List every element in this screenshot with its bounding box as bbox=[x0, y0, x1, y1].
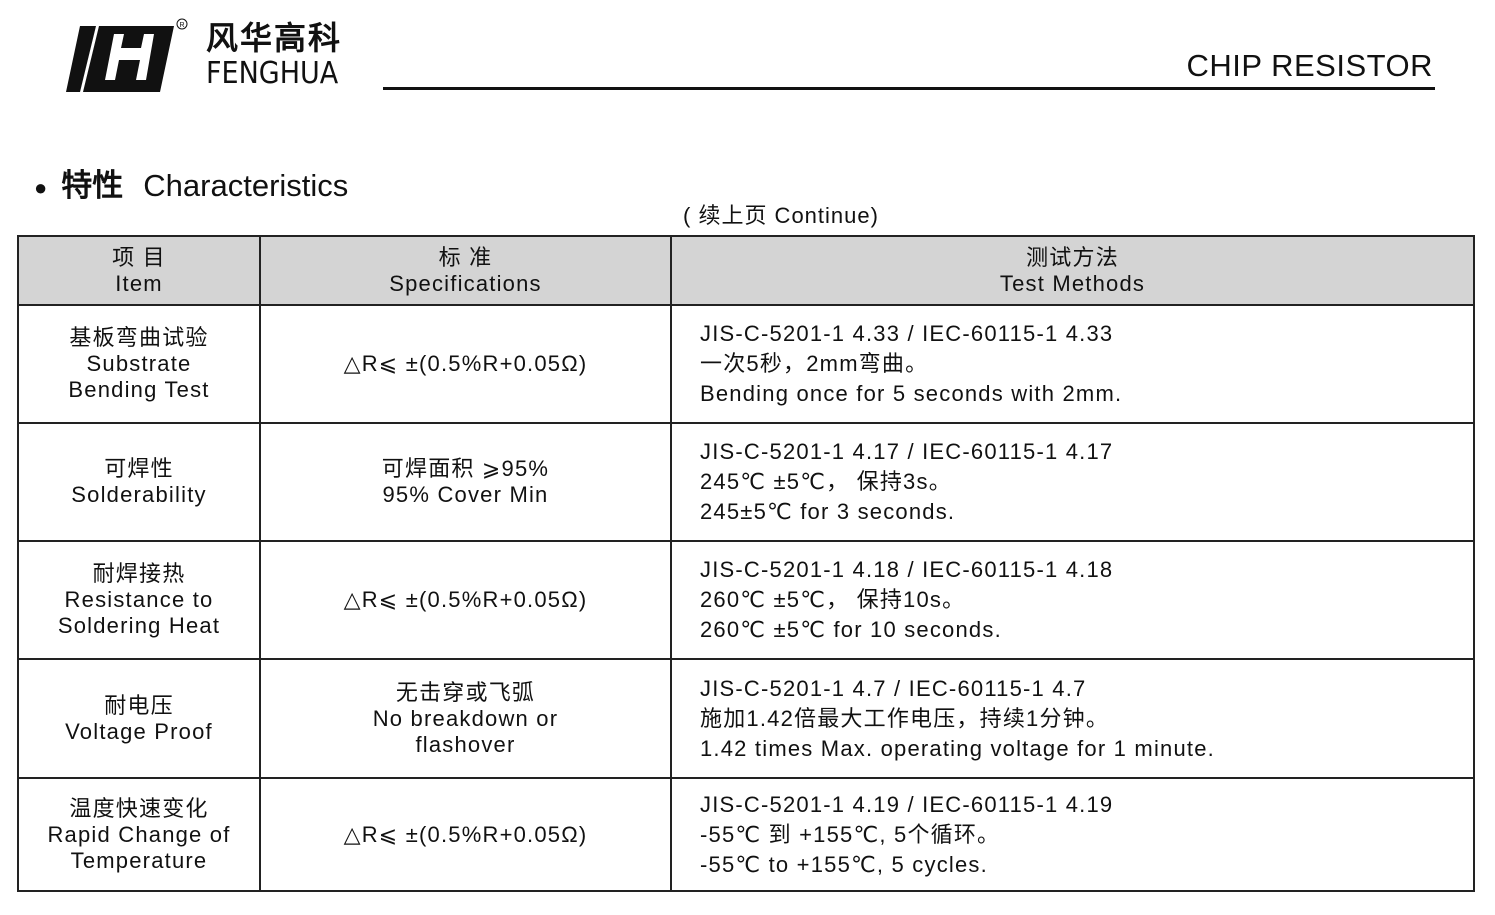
spec-cell: △R⩽ ±(0.5%R+0.05Ω) bbox=[259, 304, 672, 424]
continued-note: ( 续上页 Continue) bbox=[683, 203, 879, 228]
cell-line: JIS-C-5201-1 4.7 / IEC-60115-1 4.7 bbox=[700, 675, 1087, 701]
header-item: 项 目 Item bbox=[17, 235, 261, 306]
cell-line: 245℃ ±5℃， 保持3s。 bbox=[700, 469, 952, 494]
method-cell: JIS-C-5201-1 4.18 / IEC-60115-1 4.18 260℃… bbox=[670, 540, 1475, 660]
spec-cell: 可焊面积 ⩾95% 95% Cover Min bbox=[259, 422, 672, 542]
cell-line: Bending Test bbox=[68, 377, 210, 402]
spec-cell: △R⩽ ±(0.5%R+0.05Ω) bbox=[259, 777, 672, 892]
cell-line: Soldering Heat bbox=[57, 613, 221, 638]
cell-line: 1.42 times Max. operating voltage for 1 … bbox=[700, 735, 1215, 761]
cell-line: -55℃ to +155℃, 5 cycles. bbox=[700, 851, 988, 877]
spec-cell: 无击穿或飞弧 No breakdown or flashover bbox=[259, 658, 672, 779]
cell-line: Voltage Proof bbox=[65, 718, 213, 744]
section-title-cn: 特性 bbox=[61, 168, 124, 204]
header-en: Specifications bbox=[389, 270, 542, 296]
cell-line: No breakdown or bbox=[372, 705, 559, 731]
section-title-en: Characteristics bbox=[143, 168, 349, 203]
header-test-methods: 测试方法 Test Methods bbox=[670, 235, 1475, 306]
fenghua-logo: R bbox=[66, 18, 188, 92]
header-en: Item bbox=[115, 270, 163, 296]
cell-line: JIS-C-5201-1 4.18 / IEC-60115-1 4.18 bbox=[700, 557, 1114, 582]
cell-line: Temperature bbox=[70, 847, 208, 873]
cell-line: 温度快速变化 bbox=[69, 795, 209, 821]
header-en: Test Methods bbox=[999, 270, 1146, 296]
bullet-icon: ● bbox=[34, 174, 48, 200]
cell-line: -55℃ 到 +155℃, 5个循环。 bbox=[700, 821, 1001, 847]
method-cell: JIS-C-5201-1 4.19 / IEC-60115-1 4.19 -55℃… bbox=[670, 777, 1475, 892]
method-cell: JIS-C-5201-1 4.17 / IEC-60115-1 4.17 245℃… bbox=[670, 422, 1475, 542]
header-cn: 标 准 bbox=[438, 244, 493, 270]
table-row: 耐焊接热 Resistance to Soldering Heat △R⩽ ±(0.5… bbox=[17, 540, 1475, 660]
brand-name-cn: 风华高科 bbox=[206, 19, 343, 57]
cell-line: flashover bbox=[415, 731, 516, 757]
cell-line: JIS-C-5201-1 4.19 / IEC-60115-1 4.19 bbox=[700, 791, 1114, 817]
cell-line: 260℃ ±5℃ for 10 seconds. bbox=[700, 617, 1002, 642]
cell-line: JIS-C-5201-1 4.33 / IEC-60115-1 4.33 bbox=[700, 321, 1114, 346]
cell-line: 260℃ ±5℃， 保持10s。 bbox=[700, 587, 966, 612]
cell-line: 耐焊接热 bbox=[92, 561, 186, 586]
cell-line: 无击穿或飞弧 bbox=[395, 679, 536, 705]
cell-line: Bending once for 5 seconds with 2mm. bbox=[700, 381, 1123, 406]
svg-text:R: R bbox=[179, 22, 184, 29]
cell-line: 95% Cover Min bbox=[382, 482, 549, 507]
cell-line: 可焊性 bbox=[104, 456, 174, 481]
cell-line: 施加1.42倍最大工作电压，持续1分钟。 bbox=[700, 705, 1110, 731]
document-title: CHIP RESISTOR bbox=[1186, 48, 1433, 83]
item-cell: 耐电压 Voltage Proof bbox=[17, 658, 261, 779]
table-row: 温度快速变化 Rapid Change of Temperature △R⩽ ±(0.… bbox=[17, 777, 1475, 892]
method-cell: JIS-C-5201-1 4.33 / IEC-60115-1 4.33 一次5秒… bbox=[670, 304, 1475, 424]
item-cell: 耐焊接热 Resistance to Soldering Heat bbox=[17, 540, 261, 660]
cell-line: △R⩽ ±(0.5%R+0.05Ω) bbox=[343, 821, 588, 847]
cell-line: 耐电压 bbox=[104, 692, 174, 718]
table-row: 可焊性 Solderability 可焊面积 ⩾95% 95% Cover Min JI… bbox=[17, 422, 1475, 542]
method-cell: JIS-C-5201-1 4.7 / IEC-60115-1 4.7 施加1.42… bbox=[670, 658, 1475, 779]
item-cell: 基板弯曲试验 Substrate Bending Test bbox=[17, 304, 261, 424]
table-row: 耐电压 Voltage Proof 无击穿或飞弧 No breakdown or fla… bbox=[17, 658, 1475, 779]
cell-line: Substrate bbox=[86, 351, 192, 376]
header-cn: 项 目 bbox=[112, 244, 166, 270]
table-row: 基板弯曲试验 Substrate Bending Test △R⩽ ±(0.5%R+0… bbox=[17, 304, 1475, 424]
characteristics-table: 项 目 Item 标 准 Specifications 测试方法 Test Metho… bbox=[17, 235, 1475, 892]
cell-line: Resistance to bbox=[64, 587, 214, 612]
cell-line: Rapid Change of bbox=[47, 821, 231, 847]
section-heading: ● 特性 Characteristics bbox=[34, 168, 348, 206]
cell-line: △R⩽ ±(0.5%R+0.05Ω) bbox=[343, 587, 588, 612]
table-header-row: 项 目 Item 标 准 Specifications 测试方法 Test Metho… bbox=[17, 235, 1475, 306]
brand-name-en: FENGHUA bbox=[206, 56, 339, 91]
item-cell: 可焊性 Solderability bbox=[17, 422, 261, 542]
cell-line: 一次5秒，2mm弯曲。 bbox=[700, 351, 929, 376]
header-divider bbox=[383, 87, 1435, 90]
header-cn: 测试方法 bbox=[1026, 244, 1119, 270]
item-cell: 温度快速变化 Rapid Change of Temperature bbox=[17, 777, 261, 892]
spec-cell: △R⩽ ±(0.5%R+0.05Ω) bbox=[259, 540, 672, 660]
header-specifications: 标 准 Specifications bbox=[259, 235, 672, 306]
cell-line: Solderability bbox=[71, 482, 207, 507]
cell-line: 基板弯曲试验 bbox=[69, 325, 209, 350]
cell-line: 可焊面积 ⩾95% bbox=[381, 456, 550, 481]
cell-line: JIS-C-5201-1 4.17 / IEC-60115-1 4.17 bbox=[700, 439, 1114, 464]
cell-line: 245±5℃ for 3 seconds. bbox=[700, 499, 956, 524]
cell-line: △R⩽ ±(0.5%R+0.05Ω) bbox=[343, 351, 588, 376]
